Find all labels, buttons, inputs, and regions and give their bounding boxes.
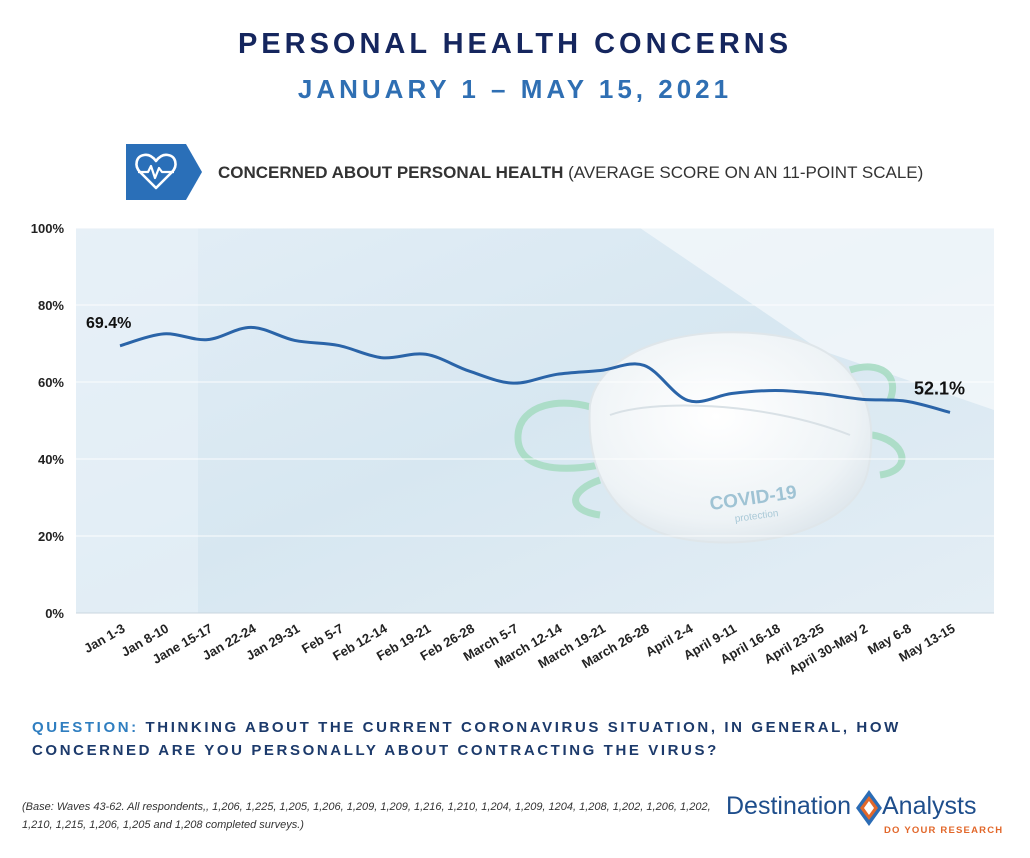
y-tick-label: 80% <box>38 298 64 313</box>
logo-diamond-icon <box>856 790 882 826</box>
metric-label: CONCERNED ABOUT PERSONAL HEALTH (AVERAGE… <box>218 163 923 183</box>
company-logo: Destination Analysts DO YOUR RESEARCH <box>726 788 1016 846</box>
metric-label-rest: (AVERAGE SCORE ON AN 11-POINT SCALE) <box>563 163 924 182</box>
logo-tagline: DO YOUR RESEARCH <box>884 825 1004 836</box>
data-label: 69.4% <box>86 315 131 332</box>
question-label: QUESTION: <box>32 719 139 736</box>
y-tick-label: 20% <box>38 529 64 544</box>
y-tick-label: 0% <box>45 606 64 621</box>
survey-question: QUESTION: THINKING ABOUT THE CURRENT COR… <box>32 716 992 762</box>
series-line <box>119 325 951 414</box>
base-note: (Base: Waves 43-62. All respondents,, 1,… <box>22 801 711 831</box>
data-label: 52.1% <box>914 378 965 398</box>
y-tick-label: 40% <box>38 452 64 467</box>
logo-text-left: Destination <box>726 792 852 820</box>
y-tick-label: 60% <box>38 375 64 390</box>
question-text: THINKING ABOUT THE CURRENT CORONAVIRUS S… <box>32 719 901 759</box>
line-chart: COVID-19 protection 0% 20% 40% 60% 80% 100% J… <box>31 221 994 678</box>
mask-illustration: COVID-19 protection <box>514 331 906 544</box>
metric-label-bold: CONCERNED ABOUT PERSONAL HEALTH <box>218 163 564 182</box>
page-title: PERSONAL HEALTH CONCERNS <box>237 28 793 60</box>
y-tick-label: 100% <box>31 221 65 236</box>
page-subtitle: JANUARY 1 – MAY 15, 2021 <box>297 74 733 104</box>
y-axis-ticks: 0% 20% 40% 60% 80% 100% <box>31 221 65 621</box>
heart-pulse-icon <box>126 144 202 200</box>
logo-text-right: Analysts <box>882 792 977 820</box>
data-labels: 69.4% 52.1% <box>86 315 965 399</box>
gridlines <box>76 227 994 614</box>
